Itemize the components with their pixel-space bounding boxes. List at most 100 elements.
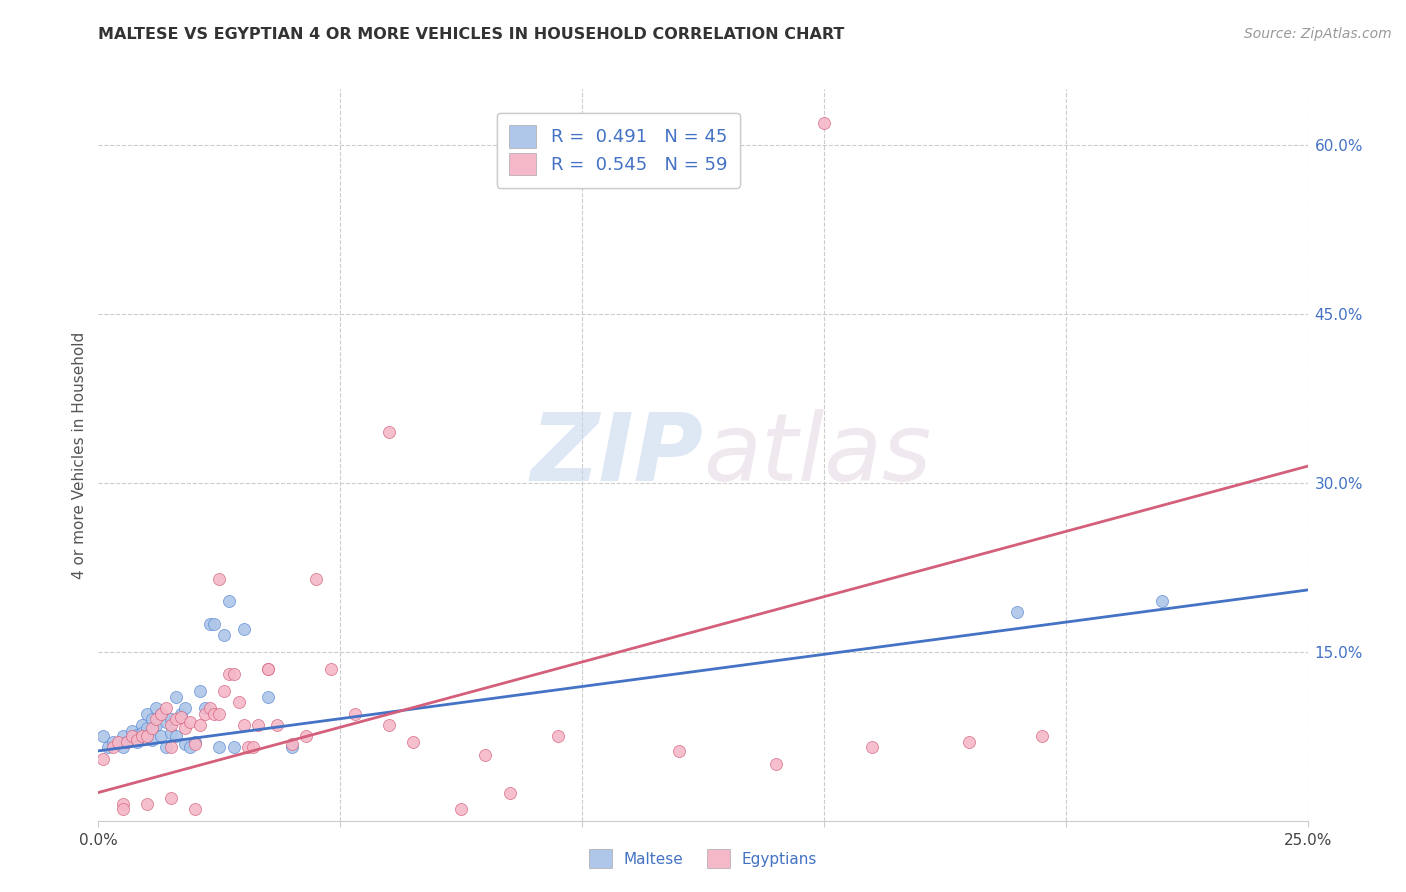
Point — [281, 740, 304, 755]
Point — [204, 706, 226, 721]
Y-axis label: 4 or more Vehicles in Household: 4 or more Vehicles in Household — [72, 331, 87, 579]
Point — [198, 616, 221, 631]
Point — [127, 735, 149, 749]
Point — [450, 802, 472, 816]
Point — [232, 623, 254, 637]
Point — [198, 701, 221, 715]
Point — [145, 701, 167, 715]
Text: ZIP: ZIP — [530, 409, 703, 501]
Point — [860, 740, 883, 755]
Point — [474, 748, 496, 763]
Point — [242, 740, 264, 755]
Point — [377, 718, 399, 732]
Point — [131, 718, 153, 732]
Legend: Maltese, Egyptians: Maltese, Egyptians — [581, 841, 825, 875]
Point — [228, 696, 250, 710]
Point — [145, 712, 167, 726]
Point — [141, 712, 163, 726]
Point — [174, 737, 197, 751]
Point — [135, 722, 157, 736]
Point — [174, 701, 197, 715]
Point — [155, 714, 177, 729]
Point — [238, 740, 260, 755]
Point — [107, 735, 129, 749]
Point — [247, 718, 270, 732]
Point — [232, 718, 254, 732]
Point — [184, 737, 207, 751]
Point — [194, 706, 217, 721]
Point — [498, 785, 520, 799]
Point — [107, 737, 129, 751]
Point — [179, 714, 201, 729]
Point — [208, 740, 231, 755]
Point — [160, 740, 183, 755]
Point — [117, 735, 139, 749]
Point — [668, 744, 690, 758]
Point — [204, 616, 226, 631]
Point — [188, 718, 211, 732]
Text: MALTESE VS EGYPTIAN 4 OR MORE VEHICLES IN HOUSEHOLD CORRELATION CHART: MALTESE VS EGYPTIAN 4 OR MORE VEHICLES I… — [98, 27, 845, 42]
Point — [184, 735, 207, 749]
Point — [150, 706, 173, 721]
Point — [145, 718, 167, 732]
Point — [155, 740, 177, 755]
Point — [188, 684, 211, 698]
Point — [150, 729, 173, 743]
Point — [131, 726, 153, 740]
Legend: R =  0.491   N = 45, R =  0.545   N = 59: R = 0.491 N = 45, R = 0.545 N = 59 — [496, 113, 740, 187]
Point — [160, 791, 183, 805]
Point — [174, 722, 197, 736]
Point — [179, 740, 201, 755]
Point — [135, 729, 157, 743]
Point — [212, 684, 235, 698]
Point — [160, 718, 183, 732]
Point — [194, 701, 217, 715]
Point — [150, 706, 173, 721]
Point — [266, 718, 288, 732]
Point — [208, 706, 231, 721]
Point — [135, 797, 157, 811]
Point — [295, 729, 318, 743]
Point — [91, 752, 114, 766]
Point — [343, 706, 366, 721]
Point — [127, 728, 149, 742]
Point — [117, 735, 139, 749]
Point — [218, 667, 240, 681]
Point — [111, 729, 134, 743]
Point — [141, 722, 163, 736]
Point — [111, 797, 134, 811]
Point — [169, 710, 191, 724]
Point — [957, 735, 980, 749]
Text: atlas: atlas — [703, 409, 931, 500]
Point — [141, 732, 163, 747]
Point — [111, 740, 134, 755]
Point — [121, 723, 143, 738]
Point — [155, 701, 177, 715]
Point — [212, 628, 235, 642]
Point — [131, 729, 153, 743]
Point — [160, 726, 183, 740]
Point — [165, 690, 187, 704]
Point — [377, 425, 399, 440]
Point — [256, 690, 278, 704]
Point — [169, 706, 191, 721]
Point — [101, 735, 124, 749]
Point — [91, 729, 114, 743]
Point — [813, 116, 835, 130]
Point — [222, 667, 245, 681]
Point — [218, 594, 240, 608]
Text: Source: ZipAtlas.com: Source: ZipAtlas.com — [1244, 27, 1392, 41]
Point — [1007, 606, 1029, 620]
Point — [121, 732, 143, 747]
Point — [97, 740, 120, 755]
Point — [1031, 729, 1053, 743]
Point — [222, 740, 245, 755]
Point — [127, 732, 149, 747]
Point — [165, 729, 187, 743]
Point — [121, 729, 143, 743]
Point — [135, 706, 157, 721]
Point — [256, 662, 278, 676]
Point — [319, 662, 342, 676]
Point — [165, 712, 187, 726]
Point — [547, 729, 569, 743]
